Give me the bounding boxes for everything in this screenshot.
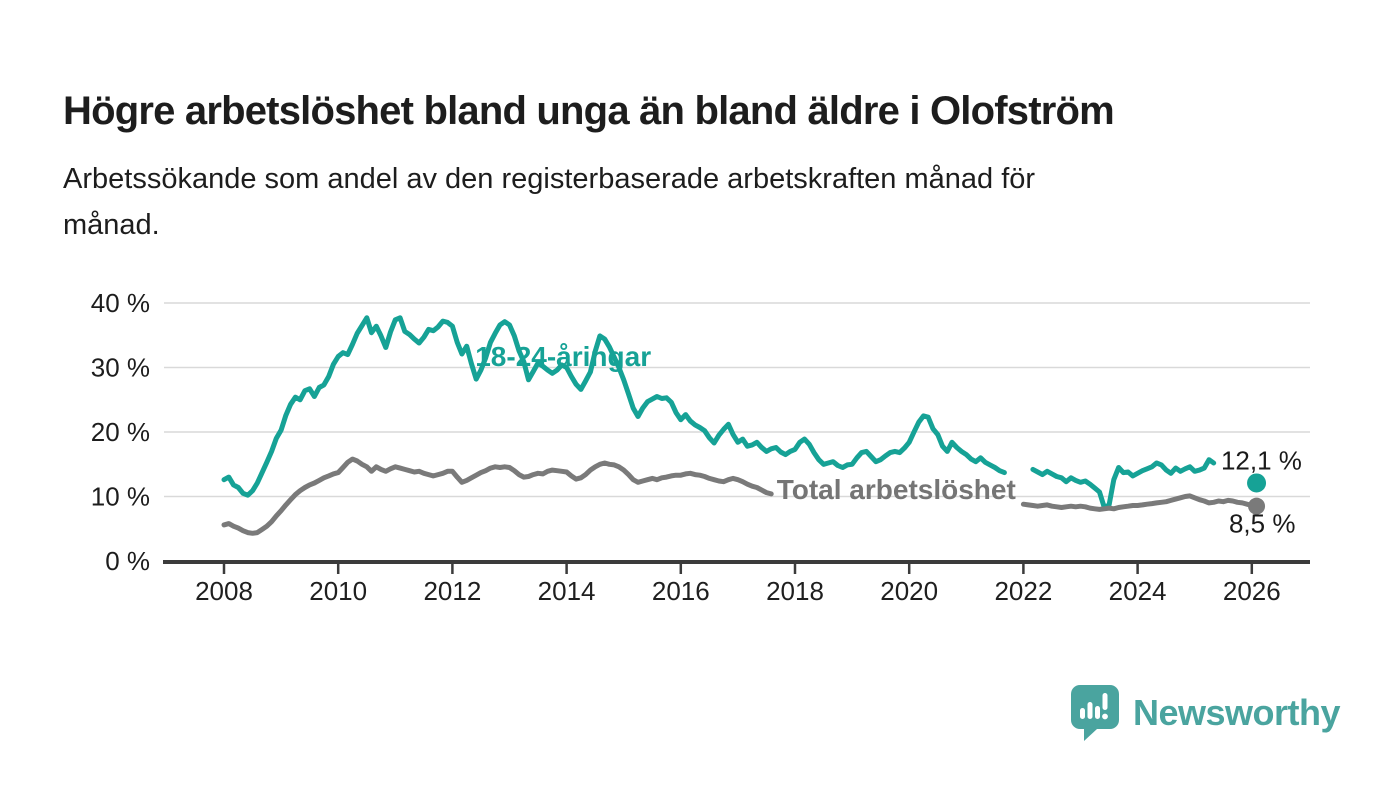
y-tick-label-20: 20 % xyxy=(91,417,150,447)
x-tick-label-2018: 2018 xyxy=(766,576,824,606)
page-subtitle-line2: månad. xyxy=(63,209,160,241)
series-end-dot-1 xyxy=(1248,497,1266,515)
bar-chart-speech-bubble-icon xyxy=(1070,685,1119,741)
series-inline-label-0: 18-24-åringar xyxy=(475,341,651,372)
series-line-1 xyxy=(221,456,1260,536)
y-tick-label-30: 30 % xyxy=(91,353,150,383)
x-tick-label-2014: 2014 xyxy=(538,576,596,606)
x-tick-label-2012: 2012 xyxy=(423,576,481,606)
x-tick-label-2026: 2026 xyxy=(1223,576,1281,606)
series-end-dot-0 xyxy=(1247,473,1267,493)
page-subtitle-line1: Arbetssökande som andel av den registerb… xyxy=(63,163,1036,195)
x-tick-label-2008: 2008 xyxy=(195,576,253,606)
y-tick-label-10: 10 % xyxy=(91,482,150,512)
end-value-label-1: 8,5 % xyxy=(1229,509,1296,539)
x-tick-label-2022: 2022 xyxy=(994,576,1052,606)
newsworthy-logo: Newsworthy xyxy=(1070,685,1341,741)
newsworthy-logo-text: Newsworthy xyxy=(1132,692,1341,733)
x-tick-label-2010: 2010 xyxy=(309,576,367,606)
page-title: Högre arbetslöshet bland unga än bland ä… xyxy=(63,88,1115,133)
end-value-label-0: 12,1 % xyxy=(1221,445,1302,475)
x-tick-label-2024: 2024 xyxy=(1109,576,1167,606)
x-tick-label-2020: 2020 xyxy=(880,576,938,606)
series-inline-label-1: Total arbetslöshet xyxy=(777,474,1016,505)
x-tick-label-2016: 2016 xyxy=(652,576,710,606)
y-tick-label-0: 0 % xyxy=(105,546,150,576)
y-tick-label-40: 40 % xyxy=(91,288,150,318)
page-subtitle: Arbetssökande som andel av den registerb… xyxy=(63,156,1035,248)
